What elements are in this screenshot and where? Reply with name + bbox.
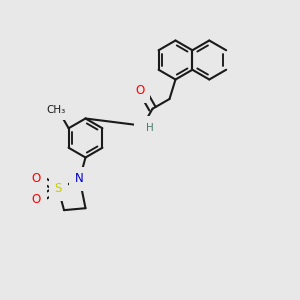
Text: O: O [32,172,41,184]
Text: N: N [75,172,84,185]
Text: CH₃: CH₃ [47,105,66,115]
Text: O: O [135,84,144,97]
Text: O: O [32,193,41,206]
Text: H: H [146,123,154,133]
Text: S: S [55,182,62,195]
Text: N: N [140,122,149,135]
